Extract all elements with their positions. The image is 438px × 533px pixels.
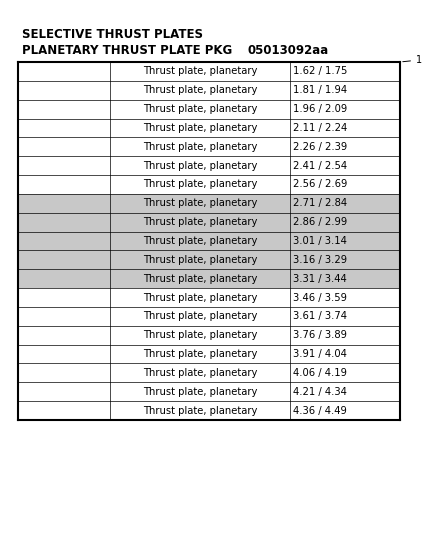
Text: 3.01 / 3.14: 3.01 / 3.14 bbox=[293, 236, 347, 246]
Text: 4.06 / 4.19: 4.06 / 4.19 bbox=[293, 368, 347, 378]
Bar bbox=[18, 231, 400, 251]
Text: Thrust plate, planetary: Thrust plate, planetary bbox=[143, 368, 257, 378]
Text: Thrust plate, planetary: Thrust plate, planetary bbox=[143, 387, 257, 397]
Text: Thrust plate, planetary: Thrust plate, planetary bbox=[143, 311, 257, 321]
Text: Thrust plate, planetary: Thrust plate, planetary bbox=[143, 160, 257, 171]
Text: 2.41 / 2.54: 2.41 / 2.54 bbox=[293, 160, 347, 171]
Text: 4.21 / 4.34: 4.21 / 4.34 bbox=[293, 387, 347, 397]
Text: Thrust plate, planetary: Thrust plate, planetary bbox=[143, 198, 257, 208]
Text: Thrust plate, planetary: Thrust plate, planetary bbox=[143, 104, 257, 114]
Text: Thrust plate, planetary: Thrust plate, planetary bbox=[143, 273, 257, 284]
Text: 3.76 / 3.89: 3.76 / 3.89 bbox=[293, 330, 347, 340]
Text: Thrust plate, planetary: Thrust plate, planetary bbox=[143, 217, 257, 227]
Text: PLANETARY THRUST PLATE PKG: PLANETARY THRUST PLATE PKG bbox=[22, 44, 232, 57]
Text: Thrust plate, planetary: Thrust plate, planetary bbox=[143, 180, 257, 189]
Text: Thrust plate, planetary: Thrust plate, planetary bbox=[143, 349, 257, 359]
Text: Thrust plate, planetary: Thrust plate, planetary bbox=[143, 255, 257, 265]
Bar bbox=[18, 269, 400, 288]
Bar bbox=[18, 213, 400, 231]
Text: 3.46 / 3.59: 3.46 / 3.59 bbox=[293, 293, 347, 303]
Text: 3.16 / 3.29: 3.16 / 3.29 bbox=[293, 255, 347, 265]
Text: 2.71 / 2.84: 2.71 / 2.84 bbox=[293, 198, 347, 208]
Bar bbox=[18, 251, 400, 269]
Text: 05013092aa: 05013092aa bbox=[248, 44, 329, 57]
Bar bbox=[18, 194, 400, 213]
Text: 3.91 / 4.04: 3.91 / 4.04 bbox=[293, 349, 347, 359]
Text: Thrust plate, planetary: Thrust plate, planetary bbox=[143, 293, 257, 303]
Text: Thrust plate, planetary: Thrust plate, planetary bbox=[143, 406, 257, 416]
Text: 2.26 / 2.39: 2.26 / 2.39 bbox=[293, 142, 347, 152]
Text: 2.56 / 2.69: 2.56 / 2.69 bbox=[293, 180, 347, 189]
Text: 1.96 / 2.09: 1.96 / 2.09 bbox=[293, 104, 347, 114]
Text: 3.31 / 3.44: 3.31 / 3.44 bbox=[293, 273, 347, 284]
Text: Thrust plate, planetary: Thrust plate, planetary bbox=[143, 67, 257, 76]
Text: Thrust plate, planetary: Thrust plate, planetary bbox=[143, 236, 257, 246]
Text: 1: 1 bbox=[403, 55, 422, 65]
Text: Thrust plate, planetary: Thrust plate, planetary bbox=[143, 123, 257, 133]
Text: Thrust plate, planetary: Thrust plate, planetary bbox=[143, 85, 257, 95]
Text: 3.61 / 3.74: 3.61 / 3.74 bbox=[293, 311, 347, 321]
Text: Thrust plate, planetary: Thrust plate, planetary bbox=[143, 142, 257, 152]
Text: Thrust plate, planetary: Thrust plate, planetary bbox=[143, 330, 257, 340]
Text: 4.36 / 4.49: 4.36 / 4.49 bbox=[293, 406, 347, 416]
Text: SELECTIVE THRUST PLATES: SELECTIVE THRUST PLATES bbox=[22, 28, 203, 41]
Text: 1.62 / 1.75: 1.62 / 1.75 bbox=[293, 67, 347, 76]
Text: 2.86 / 2.99: 2.86 / 2.99 bbox=[293, 217, 347, 227]
Text: 1.81 / 1.94: 1.81 / 1.94 bbox=[293, 85, 347, 95]
Text: 2.11 / 2.24: 2.11 / 2.24 bbox=[293, 123, 347, 133]
